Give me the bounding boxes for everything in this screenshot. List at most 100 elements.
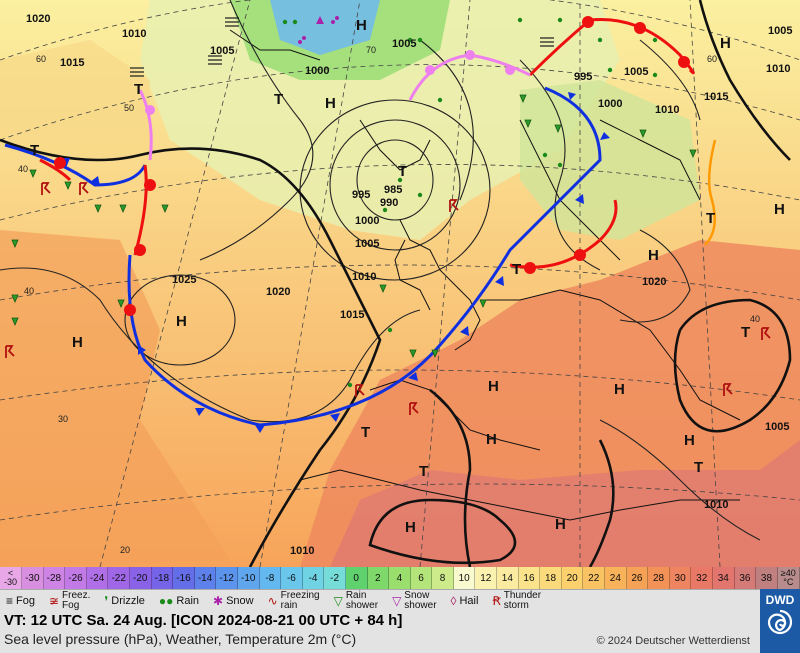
isobar-label: 1005 — [768, 25, 792, 37]
legend-snow-shower-line1: Snow — [404, 590, 430, 601]
low-pressure-center: T — [30, 142, 39, 159]
high-pressure-center: H — [486, 431, 497, 448]
weather-symbols — [5, 16, 771, 415]
freezing-fog-icon: ≆ — [48, 594, 60, 608]
legend-rain-shower-label: Rain shower — [346, 591, 378, 611]
high-pressure-center: H — [614, 381, 625, 398]
latitude-label: 40 — [18, 164, 28, 174]
colorbar-above-max-label: °C — [783, 577, 794, 587]
isobar-label: 1010 — [766, 63, 790, 75]
colorbar-cell: 22 — [583, 567, 606, 589]
legend-rain-shower-line2: shower — [345, 600, 379, 611]
colorbar-cell: 8 — [432, 567, 454, 589]
legend-hail-label: Hail — [459, 595, 479, 607]
isobar-label: 1010 — [352, 271, 376, 283]
low-pressure-center: T — [419, 463, 428, 480]
colorbar-cell: 36 — [734, 567, 757, 589]
high-pressure-center: H — [774, 201, 785, 218]
legend-rain-shower-line1: Rain — [345, 590, 367, 601]
scandinavia-mild-region — [520, 80, 700, 240]
copyright-text: © 2024 Deutscher Wetterdienst — [596, 635, 750, 647]
isobar-label: 985 — [384, 184, 402, 196]
isobar-label: 1010 — [290, 545, 314, 557]
colorbar-cell: -30 — [22, 567, 44, 589]
rain-shower-symbols — [11, 94, 697, 359]
legend-freezing-fog-line2: Fog — [62, 600, 80, 611]
latitude-label: 30 — [58, 414, 68, 424]
legend-rain: ●● Rain — [159, 595, 199, 607]
atlantic-cool-region — [0, 40, 150, 160]
colorbar-cell: -26 — [65, 567, 87, 589]
legend-freezing-rain-label: Freezing rain — [281, 591, 320, 611]
legend-freezing-fog: ≆ Freez. Fog — [49, 591, 90, 611]
isobar-label: 1005 — [210, 45, 234, 57]
colorbar-cell: -28 — [43, 567, 66, 589]
snow-symbols — [298, 16, 339, 44]
colorbar-cell: 38 — [756, 567, 778, 589]
drizzle-icon: ❜ — [104, 594, 109, 608]
latitude-label: 70 — [366, 45, 376, 55]
high-pressure-center: H — [648, 247, 659, 264]
colorbar-cell: -20 — [129, 567, 152, 589]
colorbar-cell: 30 — [669, 567, 692, 589]
colorbar-cell: -8 — [259, 567, 282, 589]
isobar-label: 1015 — [60, 57, 84, 69]
isobar-label: 1010 — [655, 104, 679, 116]
low-pressure-center: T — [512, 261, 521, 278]
occluded-front — [138, 50, 531, 161]
isobar-label: 1000 — [355, 215, 379, 227]
valid-time-line: VT: 12 UTC Sa. 24 Aug. [ICON 2024-08-21 … — [4, 612, 403, 629]
colorbar-cell: 20 — [561, 567, 584, 589]
colorbar-cell: 12 — [475, 567, 498, 589]
latitude-label: 40 — [750, 314, 760, 324]
colorbar-cell: 4 — [389, 567, 411, 589]
trough-line — [704, 139, 717, 246]
colorbar-cell: -12 — [216, 567, 238, 589]
low-pressure-center: T — [361, 424, 370, 441]
isobars-bold — [0, 0, 792, 567]
colorbar-cell: -14 — [194, 567, 217, 589]
legend-freezing-rain-line2: rain — [280, 600, 298, 611]
freezing-rain-icon: ∿ — [267, 594, 278, 608]
atlantic-warm-region — [0, 230, 230, 567]
graticule-labels: 60 50 40 40 30 20 70 60 40 — [18, 45, 760, 555]
colorbar-cell: 34 — [713, 567, 735, 589]
colorbar-cell: 18 — [540, 567, 562, 589]
thunderstorm-symbols — [5, 182, 771, 415]
latitude-label: 60 — [36, 54, 46, 64]
colorbar-cell: 14 — [497, 567, 519, 589]
isobar-label: 1000 — [598, 98, 622, 110]
low-pressure-center: T — [134, 81, 143, 98]
legend-snow: ✱ Snow — [213, 595, 254, 607]
legend-thunderstorm-line2: storm — [503, 600, 529, 611]
legend-fog-label: Fog — [16, 595, 35, 607]
legend-fog: ≡ Fog — [6, 595, 35, 607]
legend-rain-shower: ▽ Rain shower — [334, 591, 378, 611]
colorbar-cell: 2 — [367, 567, 390, 589]
isobar-label: 995 — [352, 189, 370, 201]
isobar-label: 1005 — [624, 66, 648, 78]
weather-map: 1020 1010 1015 1005 1000 1005 995 1000 1… — [0, 0, 800, 567]
low-pressure-center: T — [274, 91, 283, 108]
pressure-centers: H H T T H T T T H H H H H T T H T H H H … — [30, 17, 785, 536]
isobar-labels: 1020 1010 1015 1005 1000 1005 995 1000 1… — [26, 13, 792, 557]
thunderstorm-icon: Ꞧ — [492, 594, 501, 608]
high-pressure-center: H — [405, 519, 416, 536]
fog-symbols — [130, 17, 554, 77]
graticule — [0, 0, 800, 567]
chart-info-panel: VT: 12 UTC Sa. 24 Aug. [ICON 2024-08-21 … — [0, 611, 760, 653]
isobar-label: 1005 — [355, 238, 379, 250]
isobar-label: 1005 — [765, 421, 789, 433]
colorbar-above-max-label: ≥40 — [780, 568, 796, 578]
rain-symbols — [282, 17, 658, 388]
legend-rain-label: Rain — [176, 595, 200, 607]
isobar-label: 1020 — [642, 276, 666, 288]
colorbar-above-max-cell: ≥40 °C — [777, 567, 800, 589]
legend-thunderstorm-line1: Thunder — [503, 590, 542, 601]
colorbar-cell: -2 — [324, 567, 346, 589]
legend-snow-shower: ▽ Snow shower — [392, 591, 436, 611]
warm-front — [39, 16, 695, 316]
hail-icon: ◊ — [450, 594, 457, 608]
low-pressure-center: T — [706, 210, 715, 227]
